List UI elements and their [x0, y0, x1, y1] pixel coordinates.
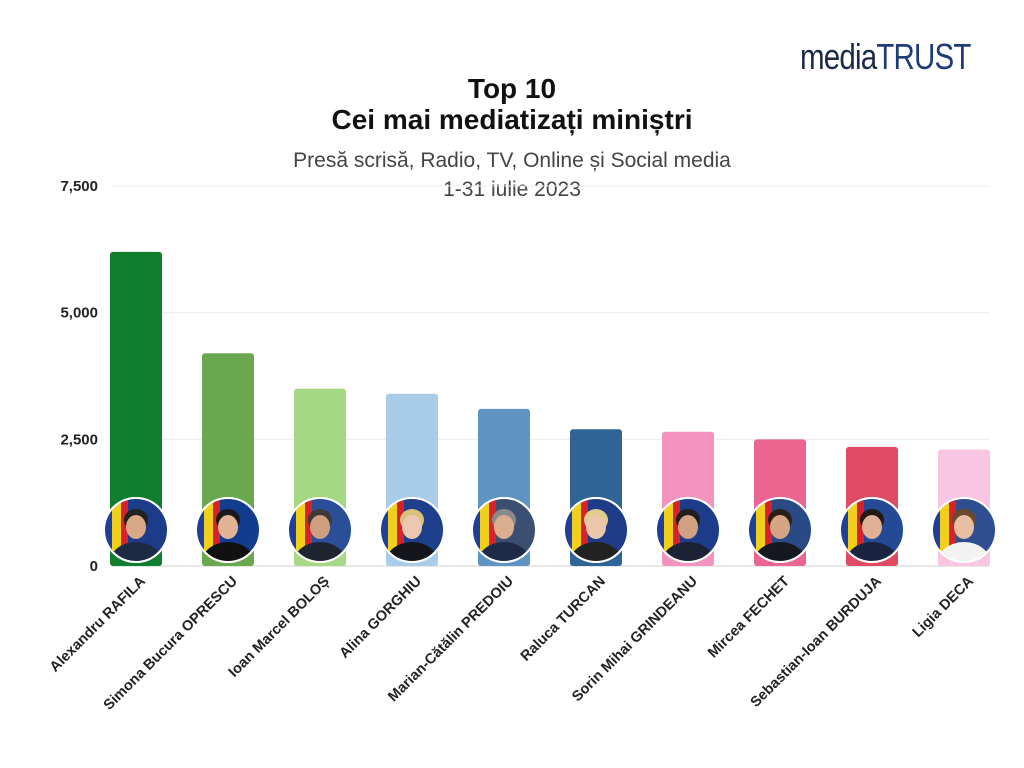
category-label: Ligia DECA: [910, 573, 978, 641]
chart-title: Top 10: [467, 73, 557, 104]
category-label: Alina GORGHIU: [337, 574, 425, 662]
y-tick-label: 2,500: [60, 431, 98, 448]
y-tick-label: 7,500: [60, 178, 98, 195]
minister-photo: [471, 497, 537, 563]
category-label: Raluca TURCAN: [518, 574, 609, 665]
minister-photo: [103, 497, 169, 563]
y-tick-label: 5,000: [60, 305, 98, 322]
y-axis: 0 2,500 5,000 7,500: [60, 178, 98, 575]
minister-photo: [747, 497, 813, 563]
bar: [110, 251, 162, 566]
chart-title-line2: Cei mai mediatizați miniștri: [331, 104, 693, 135]
category-label: Alexandru RAFILA: [47, 573, 149, 675]
minister-photo: [195, 497, 261, 563]
minister-photo: [287, 497, 353, 563]
minister-photo: [839, 497, 905, 563]
logo-media-text: media: [800, 36, 877, 77]
minister-photo: [563, 497, 629, 563]
chart-date-range: 1-31 iulie 2023: [443, 178, 581, 201]
avatars: [103, 497, 997, 563]
category-label: Ioan Marcel BOLOȘ: [226, 573, 333, 680]
y-tick-label: 0: [90, 558, 98, 575]
minister-photo: [379, 497, 445, 563]
minister-photo: [931, 497, 997, 563]
logo-trust-text: TRUST: [876, 36, 971, 77]
minister-photo: [655, 497, 721, 563]
category-label: Mircea FECHET: [705, 573, 793, 661]
mediatrust-logo: mediaTRUST: [800, 36, 971, 78]
gridlines: [112, 185, 990, 567]
chart-subtitle: Presă scrisă, Radio, TV, Online și Socia…: [293, 149, 731, 172]
